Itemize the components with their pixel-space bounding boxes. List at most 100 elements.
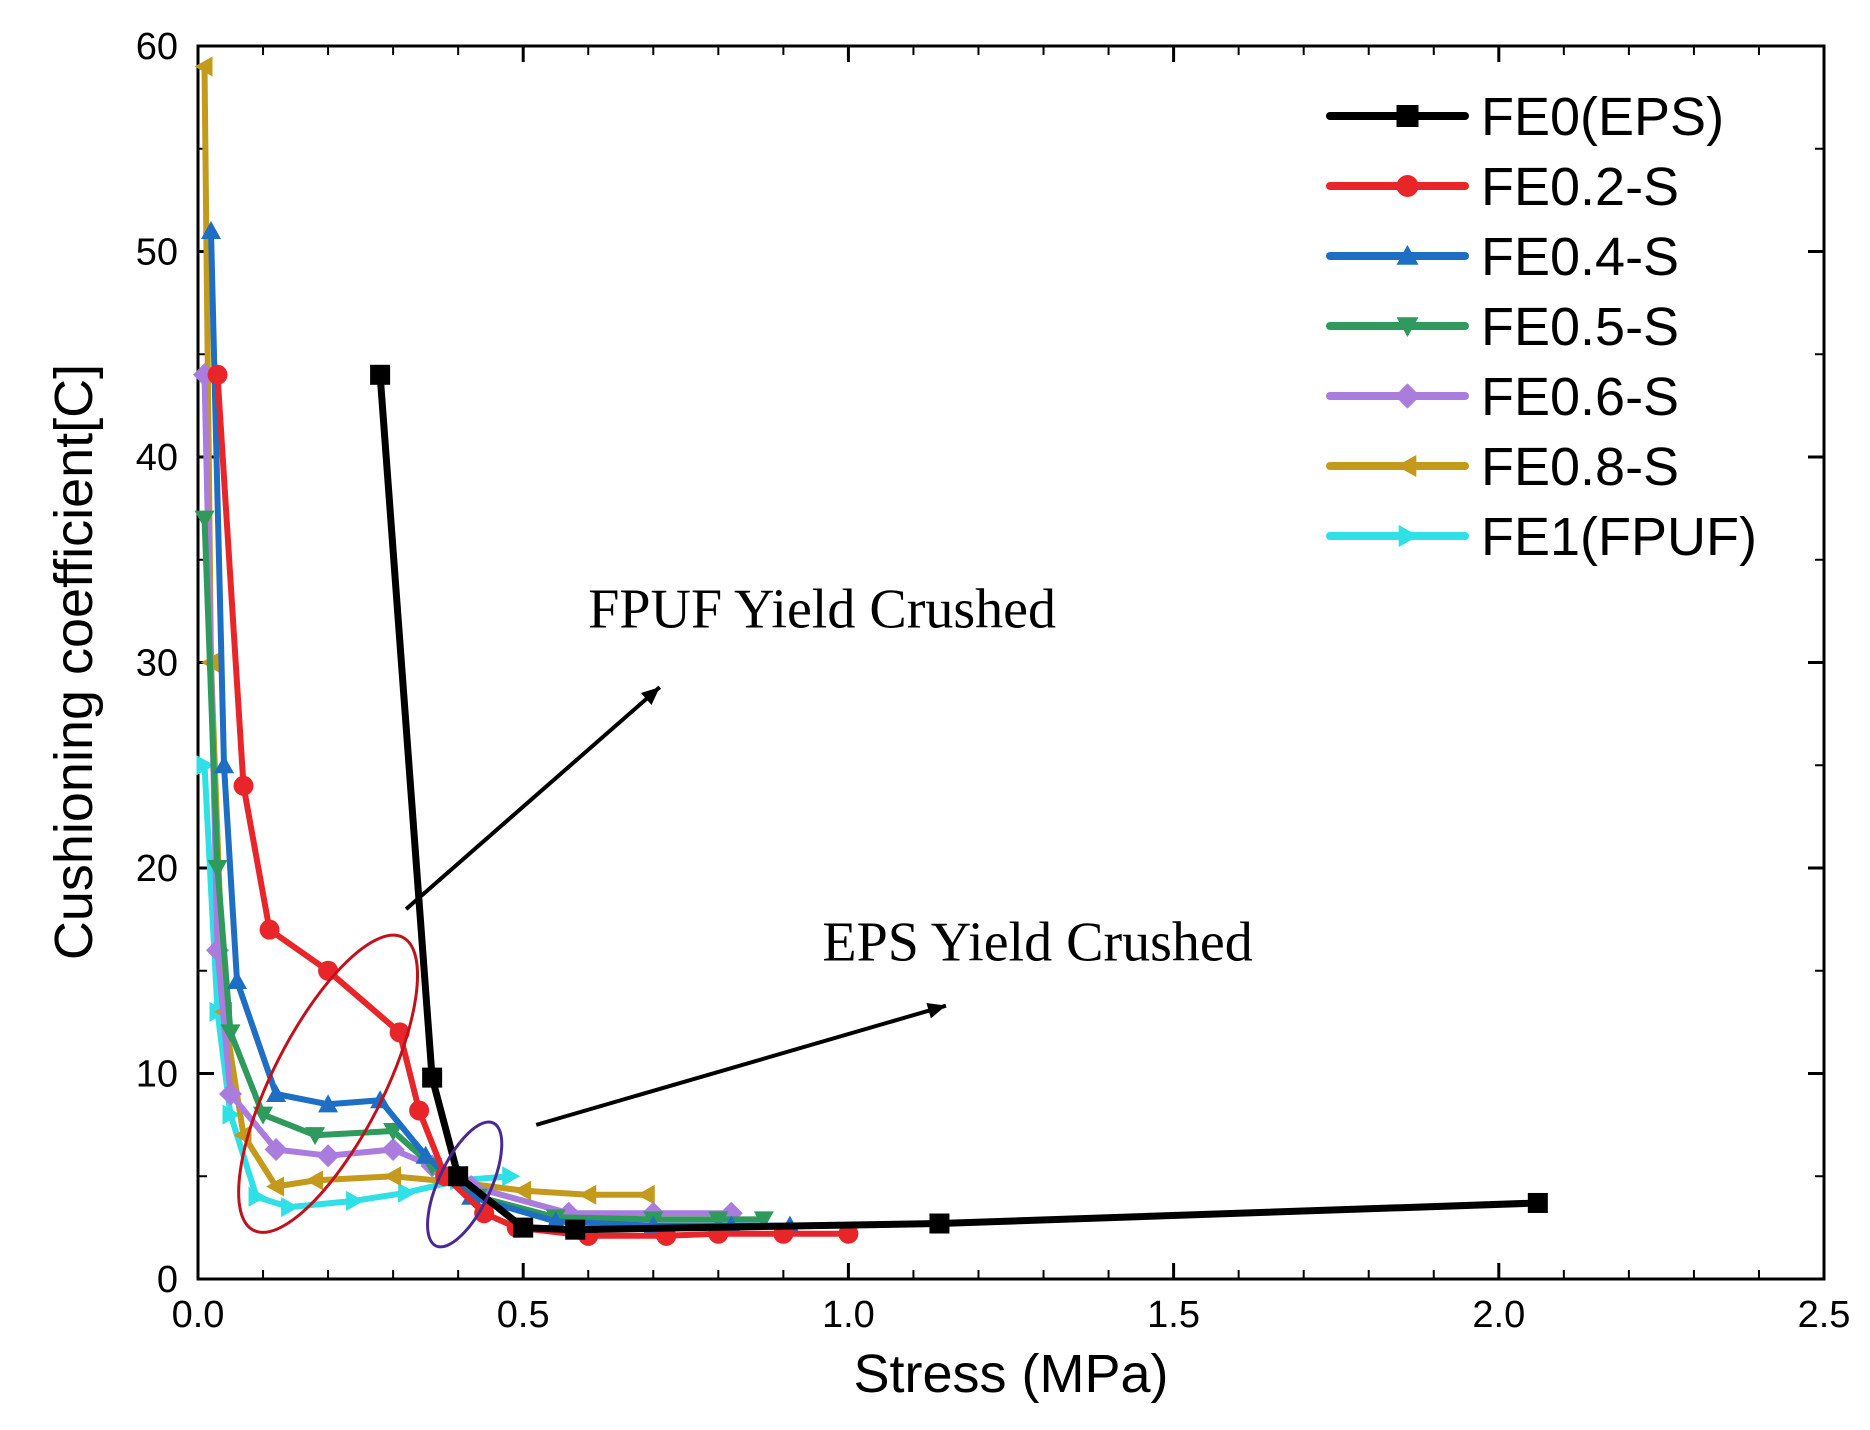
- data-point: [201, 220, 222, 239]
- annotation-label: FPUF Yield Crushed: [588, 579, 1056, 641]
- data-point: [318, 960, 339, 981]
- x-tick-label: 1.5: [1147, 1294, 1200, 1336]
- data-point: [305, 1127, 326, 1146]
- data-point: [222, 1104, 241, 1125]
- data-point: [346, 1190, 365, 1211]
- plot-area: [196, 44, 1826, 1281]
- series-1: [370, 364, 1548, 1240]
- data-point: [545, 1211, 566, 1230]
- data-point: [1527, 1192, 1548, 1213]
- legend-label: FE1(FPUF): [1481, 507, 1757, 567]
- x-axis-title: Stress (MPa): [853, 1344, 1168, 1404]
- data-point: [415, 1145, 436, 1164]
- data-point: [266, 1176, 285, 1197]
- y-tick-label: 10: [136, 1054, 178, 1096]
- x-tick-label: 1.0: [822, 1294, 875, 1336]
- data-point: [264, 1138, 288, 1162]
- legend-marker: [1396, 317, 1419, 337]
- data-point: [259, 919, 280, 940]
- y-tick-label: 60: [136, 26, 178, 68]
- data-point: [196, 755, 215, 776]
- highlight-ellipse: [426, 1120, 504, 1249]
- legend-marker: [1396, 245, 1419, 265]
- legend-label: FE0(EPS): [1481, 87, 1724, 147]
- legend: FE0(EPS) FE0.2-S FE0.4-S FE0.5-S FE0.6-S FE0.…: [1326, 87, 1757, 567]
- legend-label: FE0.8-S: [1481, 437, 1679, 497]
- data-point: [398, 1182, 417, 1203]
- data-point: [370, 364, 391, 385]
- legend-marker: [1396, 455, 1417, 477]
- data-point: [838, 1223, 859, 1244]
- annotation-label: EPS Yield Crushed: [822, 911, 1252, 973]
- data-point: [383, 1123, 404, 1142]
- data-point: [502, 1166, 521, 1187]
- data-point: [207, 364, 228, 385]
- series-2: [207, 364, 859, 1246]
- y-tick-label: 20: [136, 848, 178, 890]
- legend-item: FE0(EPS): [1326, 87, 1724, 147]
- data-point: [281, 1197, 300, 1218]
- data-point: [194, 56, 213, 77]
- data-point: [219, 1082, 243, 1106]
- legend-item: FE0.5-S: [1326, 297, 1679, 357]
- annotations-group: FPUF Yield Crushed EPS Yield Crushed: [237, 579, 1253, 1249]
- legend-marker: [1396, 175, 1419, 197]
- data-point: [220, 1024, 241, 1043]
- annotation-arrowhead: [640, 687, 660, 706]
- annotation-arrowhead: [926, 1003, 946, 1019]
- data-point: [194, 510, 215, 529]
- data-point: [409, 1100, 430, 1121]
- data-point: [389, 1022, 410, 1043]
- y-tick-label: 30: [136, 643, 178, 685]
- data-point: [316, 1144, 340, 1168]
- x-tick-label: 2.0: [1472, 1294, 1525, 1336]
- data-point: [474, 1203, 495, 1224]
- data-point: [318, 1094, 339, 1113]
- data-point: [513, 1180, 532, 1201]
- legend-item: FE0.4-S: [1326, 227, 1679, 287]
- annotation-arrow: [404, 685, 662, 911]
- data-point: [266, 1084, 287, 1103]
- axis-ticks: 0.0 0.5 1.0 1.5 2.0 2.5 0 10 20 30 40 50 60: [136, 26, 1851, 1336]
- x-tick-label: 0.0: [172, 1294, 225, 1336]
- y-tick-label: 50: [136, 232, 178, 274]
- data-point: [448, 1166, 469, 1187]
- annotation-arrow: [535, 1003, 947, 1127]
- legend-marker: [1398, 525, 1419, 547]
- data-point: [929, 1213, 950, 1234]
- y-axis-title: Cushioning coefficient[C]: [44, 364, 104, 960]
- legend-item: FE0.6-S: [1326, 367, 1679, 427]
- data-point: [214, 755, 235, 774]
- data-point: [233, 775, 254, 796]
- data-point: [253, 1106, 274, 1125]
- highlight-ellipse: [237, 933, 420, 1234]
- legend-marker: [1396, 105, 1419, 127]
- series-group: [193, 56, 1548, 1246]
- legend-label: FE0.4-S: [1481, 227, 1679, 287]
- data-point: [422, 1067, 443, 1088]
- data-point: [227, 971, 248, 990]
- data-point: [207, 860, 228, 878]
- data-point: [383, 1166, 402, 1187]
- legend-item: FE1(FPUF): [1326, 507, 1757, 567]
- data-point: [248, 1186, 267, 1207]
- data-point: [565, 1219, 586, 1240]
- data-point: [753, 1211, 774, 1230]
- data-point: [513, 1217, 534, 1238]
- data-point: [708, 1211, 729, 1230]
- x-tick-label: 2.5: [1798, 1294, 1851, 1336]
- data-point: [636, 1184, 655, 1205]
- y-tick-label: 0: [157, 1259, 178, 1301]
- legend-label: FE0.5-S: [1481, 297, 1679, 357]
- legend-label: FE0.6-S: [1481, 367, 1679, 427]
- data-point: [578, 1184, 597, 1205]
- y-tick-label: 40: [136, 437, 178, 479]
- series-line: [201, 515, 767, 1223]
- data-point: [381, 1138, 405, 1162]
- legend-marker: [1394, 383, 1421, 409]
- data-point: [461, 1186, 482, 1205]
- legend-item: FE0.8-S: [1326, 437, 1679, 497]
- legend-label: FE0.2-S: [1481, 157, 1679, 217]
- x-tick-label: 0.5: [497, 1294, 550, 1336]
